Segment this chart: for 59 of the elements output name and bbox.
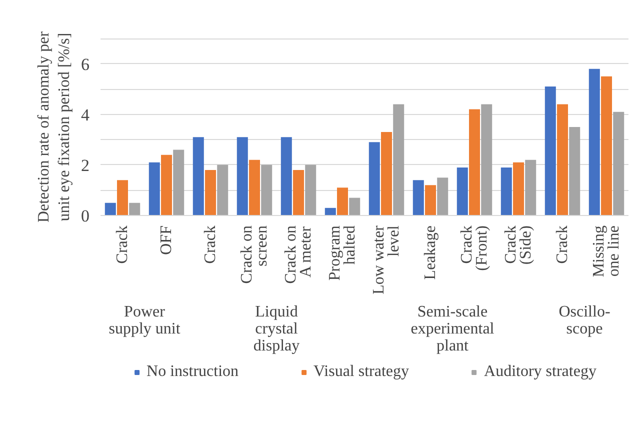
bar — [469, 109, 480, 216]
x-tick-label: Crack (Front) — [458, 226, 491, 271]
bar — [601, 76, 612, 216]
bar — [173, 150, 184, 216]
bar — [217, 164, 228, 216]
y-tick-label: 2 — [81, 156, 90, 175]
bar — [324, 208, 336, 216]
bar — [613, 112, 624, 216]
bar — [261, 164, 272, 216]
bar — [293, 170, 304, 216]
legend-label: Visual strategy — [314, 363, 410, 381]
bar — [500, 167, 512, 216]
bar — [249, 160, 260, 216]
x-tick-label: Crack on A meter — [282, 226, 315, 284]
y-tick-label: 0 — [81, 206, 90, 226]
bar — [236, 137, 248, 216]
x-tick-label: Program halted — [326, 224, 359, 281]
bar — [557, 104, 568, 216]
bar — [280, 137, 292, 216]
y-tick-label: 6 — [81, 54, 90, 74]
bar — [412, 180, 424, 216]
x-tick-label: Crack — [554, 226, 571, 264]
bar — [481, 104, 492, 216]
y-tick-label: 4 — [81, 105, 90, 124]
bar — [368, 142, 380, 216]
x-tick-label: Crack — [114, 226, 131, 264]
bar — [456, 167, 468, 216]
x-tick-label: Leakage — [422, 225, 439, 280]
y-axis-title: Detection rate of anomaly per unit eye fixation period [%/s] — [36, 30, 73, 223]
x-tick-label: Missing one line — [590, 225, 623, 278]
bar — [337, 188, 348, 216]
x-tick-label: OFF — [158, 225, 175, 255]
text: Semi-scale experimental plant — [410, 304, 495, 354]
bar — [425, 185, 436, 216]
bar — [349, 198, 360, 216]
bar — [205, 170, 216, 216]
bar — [513, 162, 524, 216]
bar — [393, 104, 404, 216]
x-tick-label: Crack — [202, 226, 219, 264]
bar — [104, 202, 116, 216]
bar — [588, 68, 600, 216]
legend-label: No instruction — [146, 363, 239, 381]
bar — [525, 160, 536, 216]
legend-label: Auditory strategy — [484, 363, 596, 381]
bar — [129, 202, 140, 216]
bar — [305, 164, 316, 216]
bar — [148, 162, 160, 216]
bar — [192, 137, 204, 216]
bar — [569, 127, 580, 216]
x-tick-label: Crack (Side) — [502, 225, 535, 265]
bar — [117, 180, 128, 216]
bar — [544, 86, 556, 216]
bar — [161, 154, 172, 216]
text: Oscillo- scope — [558, 304, 610, 338]
bar — [437, 178, 448, 216]
bar — [381, 132, 392, 216]
x-tick-label: Crack on screen — [238, 226, 271, 284]
text: Liquid crystal display — [253, 304, 300, 354]
text: Power supply unit — [108, 304, 181, 338]
